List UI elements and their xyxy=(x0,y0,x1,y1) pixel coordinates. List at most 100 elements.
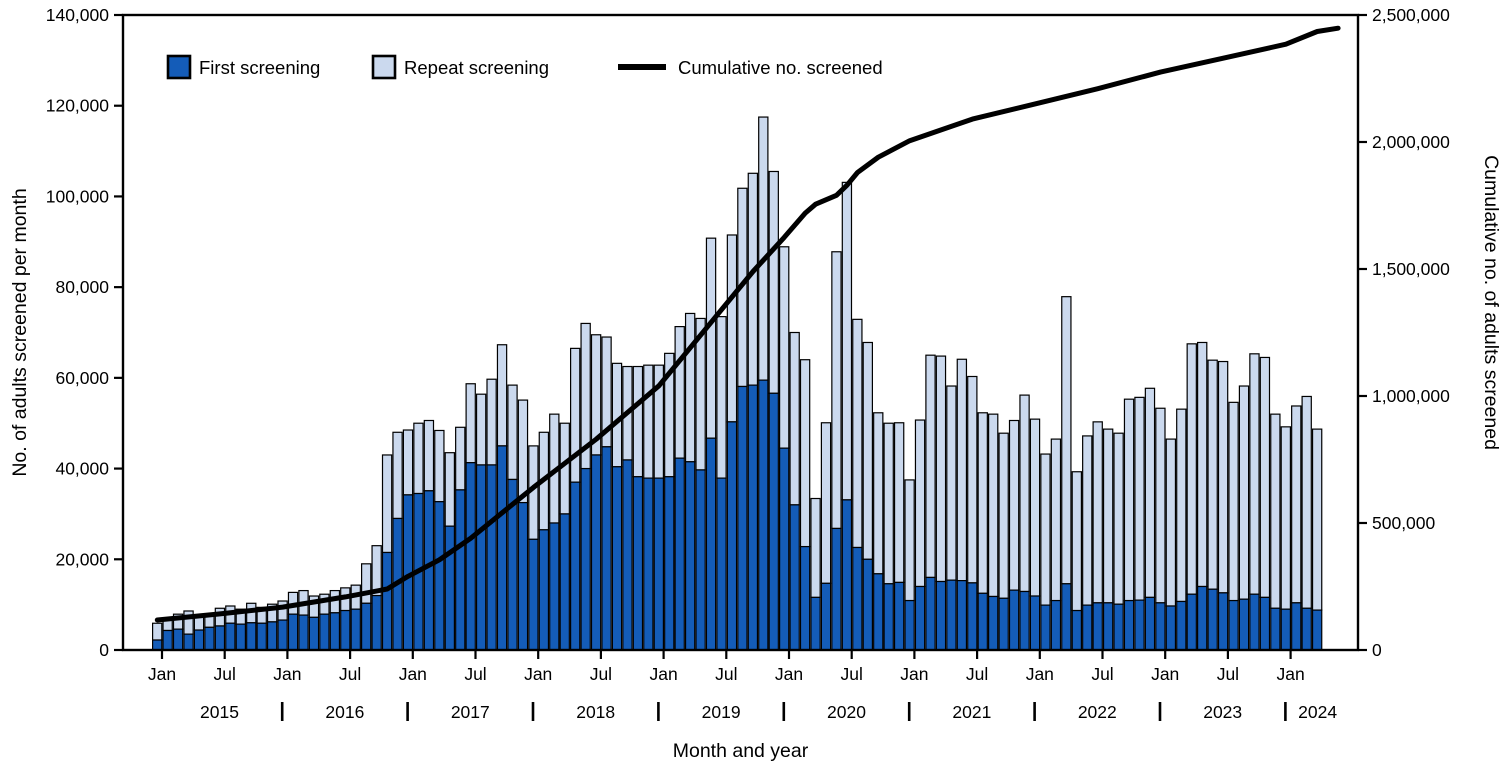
bar-repeat-2022-08 xyxy=(1102,428,1114,604)
bar-first-2020-01 xyxy=(778,447,790,651)
bar-repeat-2017-09 xyxy=(486,378,497,466)
month-tick-label: Jul xyxy=(841,664,863,684)
month-tick-label: Jan xyxy=(1026,664,1054,684)
year-label-2018: 2018 xyxy=(576,702,615,722)
bar-repeat-2019-11 xyxy=(758,116,769,381)
bar-repeat-2015-07 xyxy=(214,607,226,627)
year-divider xyxy=(531,702,535,721)
bar-repeat-2015-01 xyxy=(152,622,163,641)
bar-first-2018-08 xyxy=(601,446,612,651)
left-axis xyxy=(114,13,123,652)
bar-repeat-2022-12 xyxy=(1144,387,1156,598)
bar-first-2016-02 xyxy=(287,613,299,651)
bar-repeat-2019-07 xyxy=(716,316,727,479)
month-tick-label: Jul xyxy=(339,664,361,684)
year-divider xyxy=(782,702,786,721)
bar-first-2016-05 xyxy=(319,613,330,651)
bar-repeat-2020-04 xyxy=(810,497,821,598)
bar-first-2023-05 xyxy=(1196,585,1208,651)
bar-repeat-2023-03 xyxy=(1176,408,1187,603)
bar-first-2021-01 xyxy=(904,599,915,651)
bar-first-2020-11 xyxy=(883,583,894,651)
year-label-2019: 2019 xyxy=(702,702,741,722)
bar-repeat-2016-09 xyxy=(361,563,372,604)
bar-repeat-2017-02 xyxy=(413,422,424,495)
bar-repeat-2023-06 xyxy=(1207,359,1218,590)
bar-first-2018-01 xyxy=(528,538,539,651)
bar-repeat-2017-10 xyxy=(496,344,508,447)
bar-first-2015-09 xyxy=(235,623,246,651)
bar-first-2024-04 xyxy=(1311,609,1323,651)
bar-first-2021-06 xyxy=(956,580,968,651)
bar-first-2023-09 xyxy=(1238,598,1250,651)
bar-first-2015-04 xyxy=(183,633,194,651)
bar-first-2021-11 xyxy=(1008,589,1020,651)
left-tick-label: 0 xyxy=(99,640,109,660)
legend xyxy=(166,54,666,80)
bar-repeat-2024-02 xyxy=(1291,405,1302,604)
bar-first-2020-05 xyxy=(820,582,832,651)
left-tick-label: 100,000 xyxy=(46,186,110,206)
bar-repeat-2023-01 xyxy=(1155,407,1166,604)
bar-repeat-2020-11 xyxy=(883,422,894,585)
bar-first-2017-03 xyxy=(423,490,435,651)
right-axis xyxy=(1358,13,1367,652)
year-label-2022: 2022 xyxy=(1078,702,1117,722)
bar-first-2021-08 xyxy=(977,592,988,651)
bar-repeat-2020-03 xyxy=(799,359,811,548)
bar-first-2024-03 xyxy=(1301,607,1312,651)
month-tick-label: Jan xyxy=(649,664,677,684)
legend-first-label: First screening xyxy=(199,57,320,78)
bar-first-2018-11 xyxy=(632,476,644,651)
bar-repeat-2022-05 xyxy=(1071,471,1082,612)
bar-first-2018-06 xyxy=(580,467,591,651)
bar-repeat-2020-07 xyxy=(841,181,853,501)
bar-first-2015-12 xyxy=(266,621,278,651)
month-tick-label: Jan xyxy=(900,664,928,684)
month-tick-label: Jan xyxy=(148,664,176,684)
bar-first-2016-01 xyxy=(277,619,288,651)
bar-repeat-2021-09 xyxy=(987,413,999,598)
right-tick-label: 2,500,000 xyxy=(1372,5,1450,25)
month-tick-label: Jul xyxy=(715,664,737,684)
bar-first-2022-04 xyxy=(1061,583,1072,651)
bar-repeat-2023-10 xyxy=(1249,353,1260,595)
bar-first-2018-12 xyxy=(643,477,654,651)
bar-first-2022-07 xyxy=(1092,602,1103,651)
bar-first-2018-02 xyxy=(538,529,550,651)
bar-first-2017-09 xyxy=(486,464,497,651)
bar-repeat-2020-08 xyxy=(852,318,863,549)
bar-repeat-2024-03 xyxy=(1301,395,1312,609)
bar-first-2019-09 xyxy=(737,385,748,651)
month-tick-label: Jan xyxy=(1151,664,1179,684)
bar-first-2019-12 xyxy=(768,392,779,651)
bar-first-2022-02 xyxy=(1040,604,1051,651)
bar-repeat-2021-08 xyxy=(977,412,988,594)
bar-repeat-2017-03 xyxy=(423,419,435,492)
bar-first-2016-04 xyxy=(308,616,320,651)
bar-repeat-2024-01 xyxy=(1280,426,1291,610)
bar-repeat-2020-05 xyxy=(820,422,832,584)
year-divider xyxy=(1033,702,1036,721)
bar-first-2023-03 xyxy=(1176,600,1187,651)
bar-repeat-2021-11 xyxy=(1008,419,1020,591)
year-divider xyxy=(280,702,284,721)
bar-repeat-2017-05 xyxy=(444,452,456,527)
right-tick-label: 500,000 xyxy=(1372,513,1436,533)
year-label-2023: 2023 xyxy=(1203,702,1242,722)
bar-first-2018-03 xyxy=(549,522,560,651)
bar-repeat-2019-12 xyxy=(768,170,779,394)
bar-repeat-2022-03 xyxy=(1050,438,1062,602)
legend-repeat-label: Repeat screening xyxy=(404,57,549,78)
bar-first-2019-10 xyxy=(747,384,759,651)
bar-first-2021-03 xyxy=(925,576,936,651)
bar-first-2021-02 xyxy=(914,585,926,651)
bar-repeat-2020-09 xyxy=(862,341,874,560)
cumulative-line xyxy=(154,25,1341,623)
bar-first-2021-05 xyxy=(946,579,957,651)
bar-first-2023-06 xyxy=(1207,588,1218,651)
bar-first-2015-08 xyxy=(225,622,236,651)
bar-first-2016-10 xyxy=(371,594,382,651)
bar-first-2022-05 xyxy=(1071,609,1082,651)
bar-first-2023-01 xyxy=(1155,602,1166,651)
